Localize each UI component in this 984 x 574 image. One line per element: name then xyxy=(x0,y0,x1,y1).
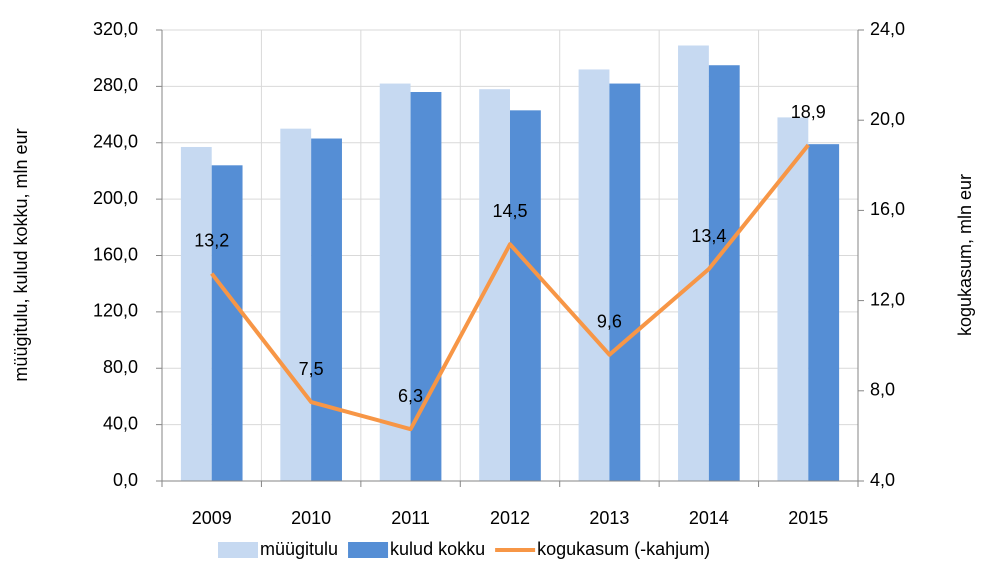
y-tick-label: 320,0 xyxy=(93,19,138,39)
y-tick-label: 240,0 xyxy=(93,132,138,152)
data-label: 13,2 xyxy=(194,230,229,250)
bar xyxy=(808,144,840,482)
y-axis-label: müügitulu, kulud kokku, mln eur xyxy=(11,128,31,381)
data-label: 14,5 xyxy=(492,201,527,221)
y2-tick-label: 4,0 xyxy=(870,470,895,490)
x-tick-label: 2012 xyxy=(490,508,530,528)
y2-tick-label: 8,0 xyxy=(870,380,895,400)
legend-swatch xyxy=(218,542,258,558)
data-label: 9,6 xyxy=(597,311,622,331)
data-label: 18,9 xyxy=(791,102,826,122)
x-tick-label: 2015 xyxy=(788,508,828,528)
y-tick-label: 120,0 xyxy=(93,301,138,321)
bar xyxy=(211,165,243,482)
data-label: 6,3 xyxy=(398,386,423,406)
y-tick-label: 200,0 xyxy=(93,188,138,208)
y-tick-label: 40,0 xyxy=(103,413,138,433)
bar xyxy=(777,117,809,481)
line xyxy=(210,143,810,432)
y2-tick-label: 24,0 xyxy=(870,19,905,39)
bar xyxy=(311,138,342,481)
bar xyxy=(280,128,312,481)
y2-axis-label: kogukasum, mln eur xyxy=(955,174,975,336)
bar xyxy=(578,69,610,482)
bar xyxy=(379,83,411,482)
x-tick-label: 2013 xyxy=(589,508,629,528)
bar xyxy=(609,83,641,482)
legend-label: müügitulu xyxy=(260,539,338,559)
y2-tick-label: 16,0 xyxy=(870,199,905,219)
x-tick-label: 2010 xyxy=(291,508,331,528)
legend-label: kogukasum (-kahjum) xyxy=(537,539,710,559)
y-tick-label: 80,0 xyxy=(103,357,138,377)
y-tick-label: 0,0 xyxy=(113,470,138,490)
data-label: 13,4 xyxy=(691,226,726,246)
bar xyxy=(678,45,709,482)
x-tick-label: 2011 xyxy=(391,508,430,528)
y-tick-label: 280,0 xyxy=(93,75,138,95)
legend-swatch xyxy=(348,542,389,558)
bar xyxy=(479,89,510,481)
data-label: 7,5 xyxy=(299,359,324,379)
bar xyxy=(708,65,740,481)
y-tick-label: 160,0 xyxy=(93,244,138,264)
x-tick-label: 2009 xyxy=(192,508,232,528)
bar xyxy=(510,110,541,481)
y2-tick-label: 12,0 xyxy=(870,289,905,309)
x-tick-label: 2014 xyxy=(689,508,729,528)
legend-label: kulud kokku xyxy=(390,539,485,559)
bar xyxy=(180,146,212,481)
y2-tick-label: 20,0 xyxy=(870,109,905,129)
